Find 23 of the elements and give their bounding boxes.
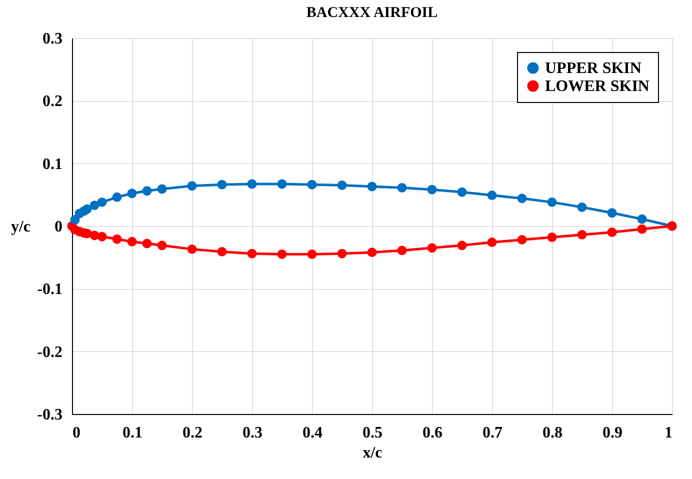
y-tick-label: 0.3 (42, 30, 62, 48)
y-tick-label: 0.1 (42, 156, 62, 173)
y-axis-title: y/c (10, 218, 30, 236)
chart-title: BACXXX AIRFOIL (306, 5, 438, 21)
x-tick-label: 0.7 (482, 424, 502, 442)
x-tick-label: 0.2 (182, 424, 202, 442)
y-tick-label: -0.1 (37, 281, 62, 298)
y-tick-label: -0.3 (37, 406, 62, 424)
x-tick-label: 0.5 (362, 424, 382, 442)
y-tick-label: 0.2 (42, 93, 62, 110)
x-tick-label: 0.8 (542, 424, 562, 442)
y-tick-label: 0 (54, 218, 62, 236)
x-tick-label: 0.9 (602, 424, 622, 442)
legend-label: LOWER SKIN (545, 78, 650, 95)
x-tick-label: 0 (72, 424, 80, 442)
y-tick-label: -0.2 (37, 344, 62, 361)
x-tick-label: 0.1 (122, 424, 142, 442)
x-tick-label: 1 (664, 424, 672, 442)
x-axis-title: x/c (362, 444, 382, 462)
x-tick-label: 0.4 (302, 424, 322, 442)
x-tick-label: 0.3 (242, 424, 262, 442)
legend-label: UPPER SKIN (545, 60, 642, 77)
x-tick-label: 0.6 (422, 424, 442, 442)
